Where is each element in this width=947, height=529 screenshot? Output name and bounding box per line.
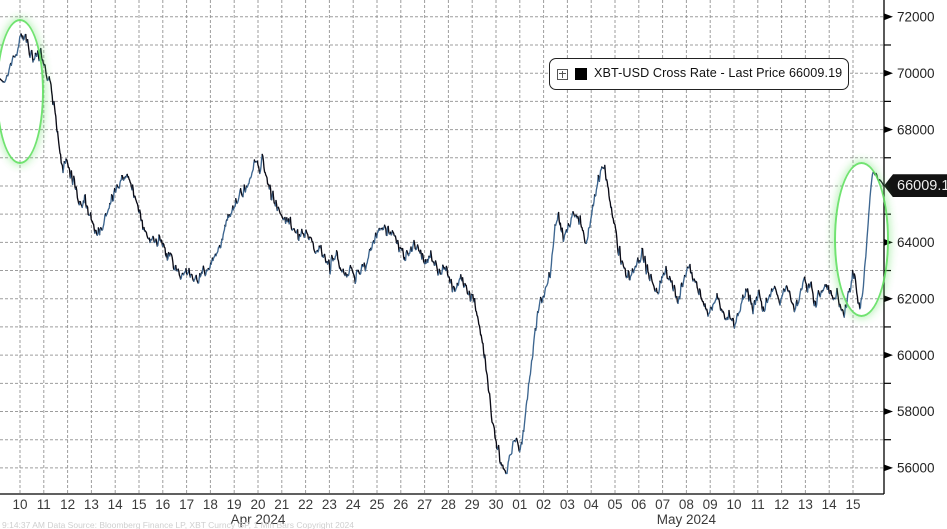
svg-text:15: 15 <box>845 497 860 512</box>
svg-text:19: 19 <box>227 497 242 512</box>
svg-text:11: 11 <box>37 497 51 512</box>
svg-text:14: 14 <box>822 497 838 512</box>
svg-text:12: 12 <box>774 497 789 512</box>
svg-text:70000: 70000 <box>897 66 935 81</box>
svg-text:23: 23 <box>322 497 337 512</box>
svg-text:30: 30 <box>488 497 503 512</box>
svg-text:14: 14 <box>108 497 124 512</box>
svg-text:16: 16 <box>155 497 170 512</box>
svg-text:26: 26 <box>393 497 408 512</box>
svg-text:13: 13 <box>84 497 99 512</box>
svg-text:08: 08 <box>679 497 694 512</box>
svg-text:03: 03 <box>560 497 575 512</box>
svg-text:09: 09 <box>703 497 718 512</box>
svg-text:17: 17 <box>179 497 194 512</box>
svg-text:24: 24 <box>346 497 362 512</box>
svg-text:11: 11 <box>751 497 765 512</box>
svg-text:05: 05 <box>607 497 622 512</box>
svg-text:15: 15 <box>131 497 146 512</box>
svg-text:May 2024: May 2024 <box>657 512 717 527</box>
svg-text:62000: 62000 <box>897 291 935 306</box>
svg-text:07: 07 <box>655 497 670 512</box>
svg-text:22: 22 <box>298 497 313 512</box>
svg-text:01: 01 <box>512 497 527 512</box>
svg-text:64000: 64000 <box>897 235 935 250</box>
svg-text:02: 02 <box>536 497 551 512</box>
svg-text:56000: 56000 <box>897 461 935 476</box>
svg-text:18: 18 <box>203 497 218 512</box>
svg-text:60000: 60000 <box>897 348 935 363</box>
svg-text:20: 20 <box>250 497 265 512</box>
svg-text:06: 06 <box>631 497 646 512</box>
svg-text:10: 10 <box>12 497 27 512</box>
svg-text:28: 28 <box>441 497 456 512</box>
svg-text:27: 27 <box>417 497 432 512</box>
svg-text:21: 21 <box>274 497 289 512</box>
svg-text:13: 13 <box>798 497 813 512</box>
svg-text:25: 25 <box>369 497 384 512</box>
svg-text:10: 10 <box>726 497 741 512</box>
svg-text:9:14:37 AM Data Source: Bloo: 9:14:37 AM Data Source: Bloomberg Financ… <box>2 520 354 529</box>
svg-text:68000: 68000 <box>897 122 935 137</box>
svg-text:58000: 58000 <box>897 404 935 419</box>
svg-text:29: 29 <box>465 497 480 512</box>
svg-text:72000: 72000 <box>897 10 935 25</box>
svg-text:04: 04 <box>584 497 600 512</box>
svg-text:12: 12 <box>60 497 75 512</box>
